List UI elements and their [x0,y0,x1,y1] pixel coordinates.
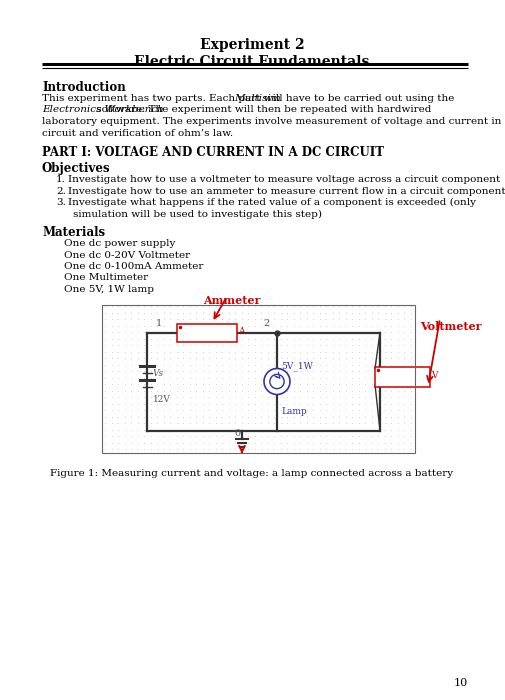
Text: Materials: Materials [42,226,105,239]
Text: A: A [238,327,244,336]
Text: Investigate how to use an ammeter to measure current flow in a circuit component: Investigate how to use an ammeter to mea… [68,186,505,195]
Text: Investigate what happens if the rated value of a component is exceeded (only: Investigate what happens if the rated va… [68,198,476,207]
Text: software. The experiment will then be repeated with hardwired: software. The experiment will then be re… [93,106,431,115]
Text: One 5V, 1W lamp: One 5V, 1W lamp [64,285,154,294]
Text: 3.: 3. [56,198,66,207]
Circle shape [270,374,284,388]
Text: 12V: 12V [153,395,171,403]
Text: Investigate how to use a voltmeter to measure voltage across a circuit component: Investigate how to use a voltmeter to me… [68,175,500,184]
Text: One Multimeter: One Multimeter [64,274,148,283]
Text: PART I: VOLTAGE AND CURRENT IN A DC CIRCUIT: PART I: VOLTAGE AND CURRENT IN A DC CIRC… [42,146,384,159]
Bar [375,367,430,386]
Text: Figure 1: Measuring current and voltage: a lamp connected across a battery: Figure 1: Measuring current and voltage:… [50,468,453,477]
Text: 2: 2 [264,318,270,328]
Text: 5V_1W: 5V_1W [281,361,313,371]
Text: Lamp: Lamp [281,407,307,416]
Text: 2.: 2. [56,186,66,195]
Text: 0: 0 [234,428,240,438]
Text: Ammeter: Ammeter [204,295,261,305]
Text: laboratory equipment. The experiments involve measurement of voltage and current: laboratory equipment. The experiments in… [42,117,505,126]
Text: 1: 1 [156,318,162,328]
Text: This experiment has two parts. Each part will have to be carried out using the: This experiment has two parts. Each part… [42,94,458,103]
Bar [102,304,415,452]
Text: circuit and verification of ohm’s law.: circuit and verification of ohm’s law. [42,129,233,137]
Text: Vs: Vs [153,368,164,377]
Text: Experiment 2: Experiment 2 [199,38,305,52]
Text: 10: 10 [454,678,468,688]
Text: 00.000: 00.000 [188,327,222,336]
Text: Introduction: Introduction [42,81,126,94]
Text: Objectives: Objectives [42,162,111,175]
Text: V: V [431,371,437,380]
Text: Electric Circuit Fundamentals: Electric Circuit Fundamentals [134,55,370,69]
Text: 1.: 1. [56,175,66,184]
Text: Multisim: Multisim [234,94,281,103]
Text: One dc 0-20V Voltmeter: One dc 0-20V Voltmeter [64,251,190,260]
Text: Voltmeter: Voltmeter [420,321,481,332]
Bar [177,323,237,342]
Text: One dc power supply: One dc power supply [64,239,175,248]
Text: simulation will be used to investigate this step): simulation will be used to investigate t… [73,209,322,218]
Text: One dc 0-100mA Ammeter: One dc 0-100mA Ammeter [64,262,204,271]
Text: Electronics Workbench: Electronics Workbench [42,106,164,115]
Text: 00.000: 00.000 [383,371,416,380]
Circle shape [264,368,290,395]
